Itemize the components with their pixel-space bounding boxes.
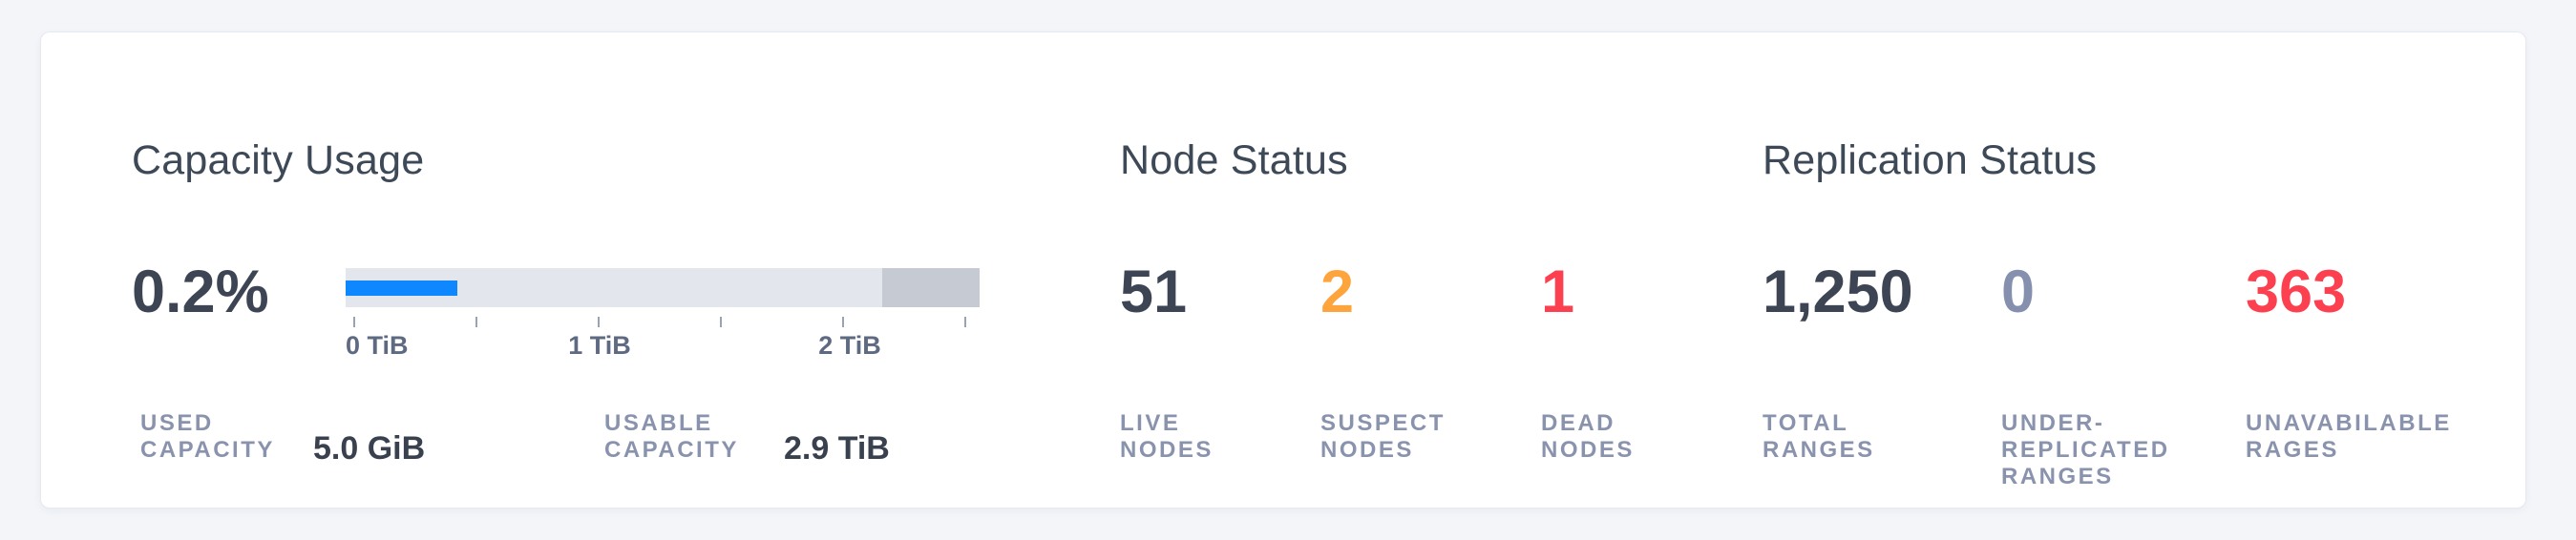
live-nodes-label: LIVE NODES [1120,410,1214,463]
axis-tick [964,317,966,327]
node-status-title: Node Status [1120,137,1348,183]
capacity-bar-track [346,268,980,307]
suspect-nodes-count: 2 [1320,259,1355,325]
used-capacity-label: USED CAPACITY [140,410,275,463]
axis-tick [353,317,355,327]
axis-tick [842,317,844,327]
total-ranges-count: 1,250 [1763,259,1913,325]
capacity-used-percent: 0.2% [132,259,269,325]
used-capacity-value: 5.0 GiB [313,430,426,467]
usable-capacity-value: 2.9 TiB [784,430,890,467]
capacity-usage-title: Capacity Usage [132,137,425,183]
cluster-summary-card: Capacity Usage 0.2% 0 TiB 1 TiB 2 TiB US… [40,31,2526,509]
suspect-nodes-label: SUSPECT NODES [1320,410,1446,463]
dead-nodes-label: DEAD NODES [1541,410,1635,463]
under-replicated-ranges-count: 0 [2001,259,2036,325]
live-nodes-count: 51 [1120,259,1188,325]
usable-capacity-label: USABLE CAPACITY [604,410,739,463]
axis-tick-label-1tib: 1 TiB [568,331,631,360]
total-ranges-label: TOTAL RANGES [1763,410,1875,463]
axis-tick-label-0tib: 0 TiB [346,331,409,360]
dead-nodes-count: 1 [1541,259,1575,325]
axis-tick [475,317,477,327]
unavailable-ranges-count: 363 [2246,259,2347,325]
replication-status-title: Replication Status [1763,137,2098,183]
capacity-bar-used-fill [346,280,457,296]
unavailable-ranges-label: UNAVABILABLE RAGES [2246,410,2452,463]
axis-tick [598,317,600,327]
capacity-bar-reserved-segment [881,268,980,307]
axis-tick-label-2tib: 2 TiB [818,331,881,360]
under-replicated-ranges-label: UNDER-REPLICATED RANGES [2001,410,2170,489]
axis-tick [720,317,722,327]
